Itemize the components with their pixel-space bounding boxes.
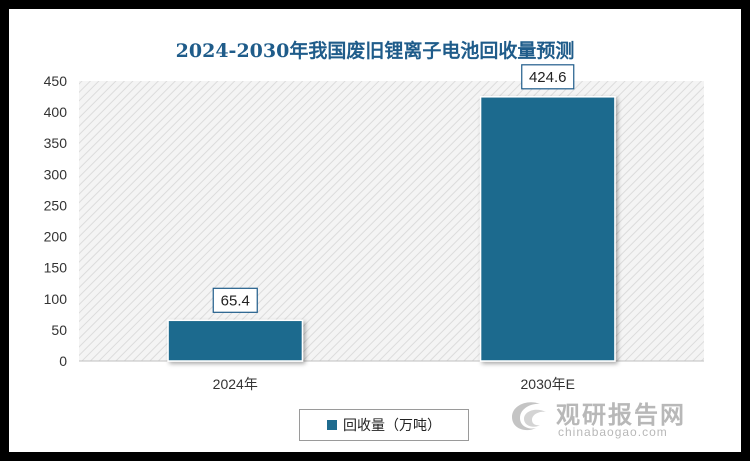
bar-chart: 0 50 100 150 200 250 300 350 400 450 65.4 424.6 20… — [44, 64, 704, 392]
data-label-box — [212, 287, 258, 313]
data-label-box — [521, 64, 575, 90]
x-axis: 2024年 2030年E — [213, 376, 575, 392]
x-tick-label: 2030年E — [521, 376, 575, 392]
bar — [167, 319, 304, 362]
y-tick-label: 250 — [44, 197, 68, 213]
bar — [479, 96, 616, 362]
y-tick-label: 400 — [44, 104, 68, 120]
y-tick-label: 100 — [44, 291, 68, 307]
data-label: 65.4 — [221, 292, 250, 309]
y-tick-label: 300 — [44, 166, 68, 182]
watermark-logo-icon — [512, 402, 546, 431]
y-tick-label: 0 — [59, 353, 67, 369]
legend-swatch — [327, 420, 337, 430]
y-tick-label: 200 — [44, 229, 68, 245]
watermark-name: 观研报告网 — [556, 402, 686, 429]
chart-frame: 2024-2030年我国废旧锂离子电池回收量预测 0 50 100 150 200 250… — [9, 9, 741, 452]
legend: 回收量（万吨） — [299, 409, 469, 441]
watermark-url: chinabaogao.com — [558, 425, 668, 439]
watermark: 观研报告网 chinabaogao.com — [506, 393, 726, 443]
data-label: 424.6 — [529, 69, 567, 86]
bars: 65.4 424.6 — [167, 64, 616, 362]
y-tick-label: 450 — [44, 73, 68, 89]
x-tick-label: 2024年 — [213, 376, 258, 392]
y-tick-label: 150 — [44, 260, 68, 276]
legend-label: 回收量（万吨） — [343, 417, 441, 433]
y-axis: 0 50 100 150 200 250 300 350 400 450 — [44, 73, 68, 369]
y-tick-label: 350 — [44, 135, 68, 151]
y-tick-label: 50 — [51, 322, 67, 338]
chart-title: 2024-2030年我国废旧锂离子电池回收量预测 — [175, 40, 575, 62]
